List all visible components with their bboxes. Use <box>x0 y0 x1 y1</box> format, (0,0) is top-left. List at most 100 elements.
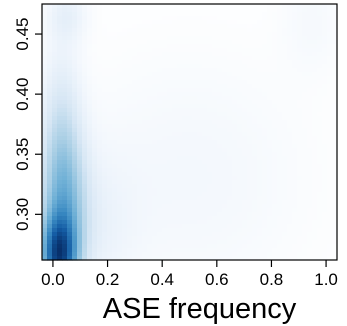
heatmap-cell <box>62 232 68 237</box>
heatmap-cell <box>252 212 258 217</box>
heatmap-cell <box>177 156 183 161</box>
heatmap-cell <box>172 204 178 209</box>
heatmap-cell <box>252 88 258 93</box>
heatmap-cell <box>112 80 118 85</box>
heatmap-cell <box>167 232 173 237</box>
heatmap-cell <box>292 216 298 221</box>
heatmap-cell <box>67 208 73 213</box>
heatmap-cell <box>277 88 283 93</box>
heatmap-cell <box>292 48 298 53</box>
heatmap-cell <box>332 156 338 161</box>
heatmap-cell <box>122 136 128 141</box>
heatmap-cell <box>212 248 218 253</box>
heatmap-cell <box>292 256 298 261</box>
heatmap-cell <box>247 52 253 57</box>
heatmap-cell <box>122 116 128 121</box>
heatmap-cell <box>82 204 88 209</box>
heatmap-cell <box>262 84 268 89</box>
heatmap-cell <box>197 164 203 169</box>
heatmap-cell <box>262 56 268 61</box>
heatmap-cell <box>247 156 253 161</box>
heatmap-cell <box>187 84 193 89</box>
heatmap-cell <box>327 124 333 129</box>
heatmap-cell <box>187 236 193 241</box>
heatmap-cell <box>287 216 293 221</box>
heatmap-cell <box>222 152 228 157</box>
heatmap-cell <box>267 248 273 253</box>
heatmap-cell <box>77 116 83 121</box>
heatmap-cell <box>132 84 138 89</box>
heatmap-cell <box>192 232 198 237</box>
heatmap-cell <box>142 48 148 53</box>
heatmap-cell <box>227 40 233 45</box>
heatmap-cell <box>82 228 88 233</box>
heatmap-cell <box>142 20 148 25</box>
heatmap-cell <box>242 140 248 145</box>
heatmap-cell <box>282 196 288 201</box>
heatmap-cell <box>332 172 338 177</box>
heatmap-cell <box>187 116 193 121</box>
heatmap-cell <box>307 96 313 101</box>
heatmap-cell <box>47 136 53 141</box>
heatmap-cell <box>237 164 243 169</box>
heatmap-cell <box>217 20 223 25</box>
heatmap-cell <box>197 196 203 201</box>
heatmap-cell <box>172 248 178 253</box>
heatmap-cell <box>297 124 303 129</box>
heatmap-cell <box>92 220 98 225</box>
heatmap-cell <box>82 4 88 9</box>
heatmap-cell <box>132 16 138 21</box>
heatmap-cell <box>157 28 163 33</box>
heatmap-cell <box>107 224 113 229</box>
heatmap-cell <box>262 16 268 21</box>
heatmap-cell <box>92 68 98 73</box>
heatmap-cell <box>287 16 293 21</box>
heatmap-cell <box>112 72 118 77</box>
heatmap-cell <box>162 140 168 145</box>
heatmap-cell <box>137 112 143 117</box>
heatmap-cell <box>332 56 338 61</box>
heatmap-cell <box>122 96 128 101</box>
heatmap-cell <box>57 80 63 85</box>
heatmap-cell <box>197 108 203 113</box>
heatmap-cell <box>277 60 283 65</box>
heatmap-cell <box>217 136 223 141</box>
heatmap-cell <box>237 44 243 49</box>
heatmap-cell <box>97 220 103 225</box>
heatmap-cell <box>177 188 183 193</box>
heatmap-cell <box>207 92 213 97</box>
heatmap-cell <box>97 212 103 217</box>
heatmap-cell <box>292 36 298 41</box>
heatmap-cell <box>177 16 183 21</box>
heatmap-cell <box>117 180 123 185</box>
heatmap-cell <box>297 56 303 61</box>
heatmap-cell <box>207 184 213 189</box>
heatmap-cell <box>67 216 73 221</box>
heatmap-cell <box>272 132 278 137</box>
heatmap-cell <box>212 228 218 233</box>
heatmap-cell <box>257 112 263 117</box>
heatmap-cell <box>202 180 208 185</box>
heatmap-cell <box>102 236 108 241</box>
y-tick-label: 0.30 <box>13 198 32 231</box>
heatmap-cell <box>102 104 108 109</box>
heatmap-cell <box>137 192 143 197</box>
heatmap-cell <box>127 104 133 109</box>
heatmap-cell <box>217 28 223 33</box>
heatmap-cell <box>152 120 158 125</box>
heatmap-cell <box>82 256 88 261</box>
heatmap-cell <box>282 188 288 193</box>
heatmap-cell <box>192 184 198 189</box>
heatmap-cell <box>77 16 83 21</box>
heatmap-cell <box>217 196 223 201</box>
heatmap-cell <box>162 132 168 137</box>
heatmap-cell <box>167 228 173 233</box>
heatmap-cell <box>187 112 193 117</box>
heatmap-cell <box>137 212 143 217</box>
heatmap-cell <box>232 132 238 137</box>
heatmap-cell <box>247 212 253 217</box>
heatmap-cell <box>247 112 253 117</box>
heatmap-cell <box>292 104 298 109</box>
heatmap-cell <box>322 188 328 193</box>
heatmap-cell <box>152 60 158 65</box>
